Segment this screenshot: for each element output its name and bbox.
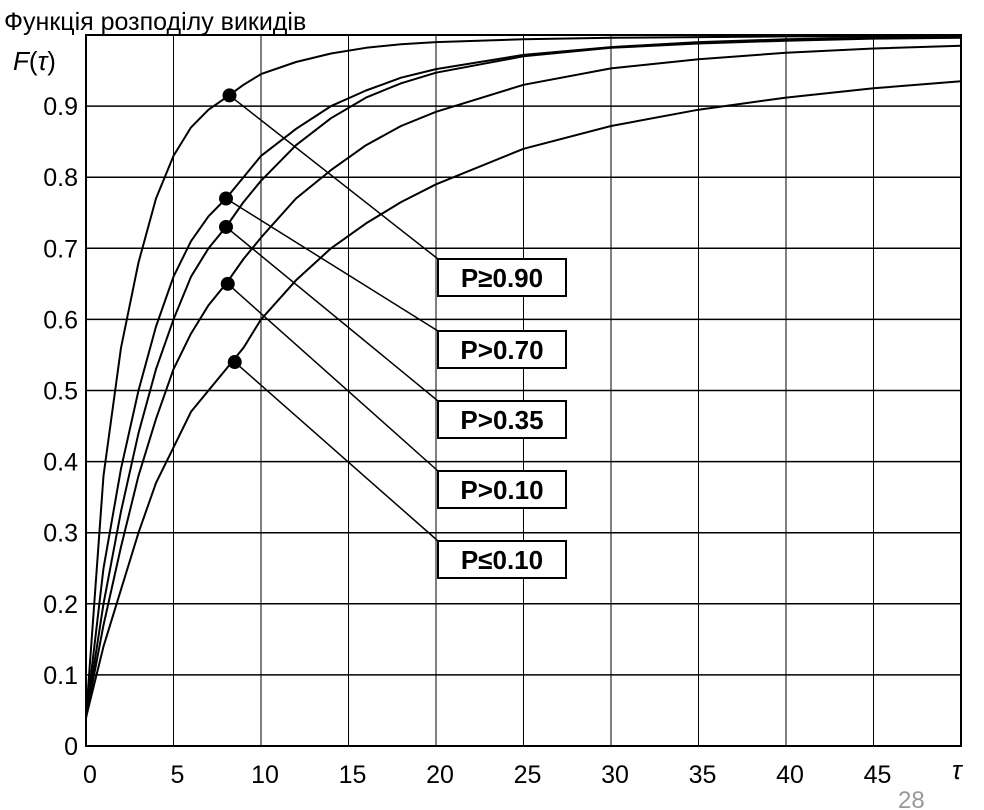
x-tick-label: 35: [689, 761, 717, 789]
y-tick-label: 0.5: [43, 378, 78, 406]
series-label: P>0.10: [460, 475, 543, 505]
series-line: [85, 36, 962, 718]
series-label-box: [437, 258, 567, 297]
chart-title: Функція розподілу викидів: [4, 8, 306, 36]
x-tick-label: 0: [83, 761, 97, 789]
y-tick-label: 0.8: [43, 164, 78, 192]
leader-line: [227, 283, 439, 472]
series-marker: [219, 219, 233, 234]
series-line: [85, 35, 961, 718]
series-line: [85, 44, 962, 718]
series-label: P≥0.90: [461, 263, 543, 293]
plot-frame: [85, 34, 962, 747]
x-tick-label: 10: [251, 761, 279, 789]
y-tick-label: 0.7: [43, 235, 78, 263]
x-tick-label: 5: [171, 761, 185, 789]
x-axis-label: τ: [952, 755, 964, 785]
series-label: P>0.70: [460, 335, 543, 365]
series-line: [85, 80, 962, 718]
y-tick-label: 0.6: [43, 306, 78, 334]
leader-line: [225, 197, 439, 332]
y-tick-labels: 0 0.1 0.2 0.3 0.4 0.5 0.6 0.7 0.8 0.9: [43, 93, 78, 761]
x-tick-label: 25: [514, 761, 542, 789]
y-tick-label: 0: [64, 733, 78, 761]
curve-labels: P≥0.90 P>0.70 P>0.35 P>0.10 P≤0.10: [437, 258, 567, 579]
y-axis-label: F(τ): [13, 46, 56, 76]
leader-line: [229, 94, 439, 260]
leader-line: [225, 226, 439, 402]
y-axis-label-close: ): [47, 46, 56, 76]
x-tick-label: 40: [776, 761, 804, 789]
y-tick-label: 0.1: [43, 662, 78, 690]
series-label-box: [437, 470, 567, 509]
chart-grid: [86, 35, 961, 746]
series-label-box: [437, 540, 567, 579]
x-tick-label: 15: [339, 761, 367, 789]
x-tick-label: 20: [426, 761, 454, 789]
series-marker: [227, 355, 242, 370]
y-tick-label: 0.3: [43, 520, 78, 548]
page-number: 28: [898, 787, 925, 810]
series-label: P≤0.10: [461, 545, 543, 575]
chart-markers: [219, 88, 242, 370]
series-marker: [222, 88, 237, 103]
y-axis-label-tau: τ: [38, 46, 50, 76]
series-marker: [219, 191, 233, 206]
y-axis-label-open: (: [29, 46, 38, 76]
x-tick-label: 45: [864, 761, 892, 789]
y-tick-label: 0.2: [43, 591, 78, 619]
label-leaders: [225, 94, 439, 542]
y-tick-label: 0.4: [43, 449, 78, 477]
chart-curves: [85, 35, 962, 718]
y-tick-label: 0.9: [43, 93, 78, 121]
series-label: P>0.35: [460, 405, 543, 435]
x-tick-label: 30: [601, 761, 629, 789]
x-tick-labels: 0 5 10 15 20 25 30 35 40 45: [83, 761, 891, 789]
series-label-box: [437, 400, 567, 439]
series-label-box: [437, 330, 567, 369]
series-marker: [220, 276, 235, 291]
y-axis-label-f: F: [13, 46, 31, 76]
series-line: [85, 36, 962, 718]
leader-line: [234, 361, 439, 542]
